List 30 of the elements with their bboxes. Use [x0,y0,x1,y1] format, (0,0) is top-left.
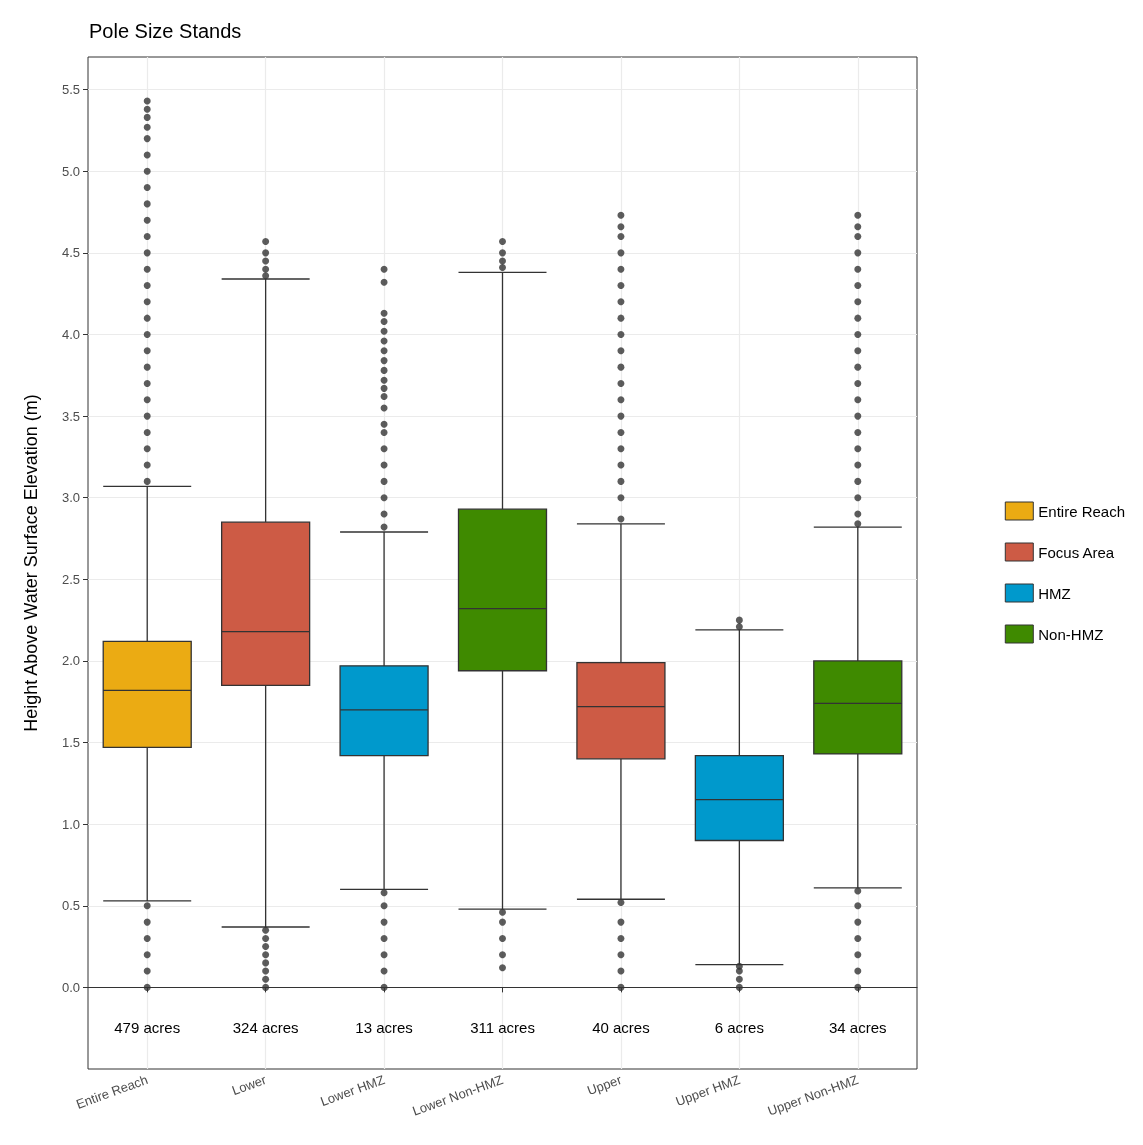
legend-label: Focus Area [1038,543,1115,561]
annotation: 34 acres [829,1018,887,1036]
legend-label: Non-HMZ [1038,625,1104,643]
y-tick-label: 1.5 [61,735,80,751]
annotation: 324 acres [232,1018,299,1036]
y-tick-label: 0.5 [61,898,80,914]
y-tick-label: 3.0 [61,490,80,506]
annotation: 40 acres [592,1018,650,1036]
chart-title: Pole Size Stands [89,20,242,42]
y-tick-label: 4.0 [61,326,80,342]
y-tick-label: 5.0 [61,163,80,179]
x-tick-label: Upper HMZ [673,1071,742,1110]
legend-label: Entire Reach [1038,502,1126,520]
annotation: 13 acres [355,1018,413,1036]
y-axis-title: Height Above Water Surface Elevation (m) [21,394,41,732]
x-tick-label: Lower HMZ [318,1071,387,1110]
annotation: 6 acres [714,1018,764,1036]
y-tick-label: 5.5 [61,82,80,98]
x-tick-label: Upper [585,1071,625,1099]
annotation: 311 acres [470,1018,535,1036]
legend-label: HMZ [1038,584,1071,602]
y-tick-label: 0.0 [61,979,80,995]
y-tick-label: 1.0 [61,816,80,832]
annotation: 479 acres [114,1018,181,1036]
y-tick-label: 2.5 [61,571,80,587]
y-tick-label: 3.5 [61,408,80,424]
y-tick-label: 2.0 [61,653,80,669]
y-tick-label: 4.5 [61,245,80,261]
x-tick-label: Lower [229,1071,269,1099]
x-tick-label: Entire Reach [74,1071,150,1112]
